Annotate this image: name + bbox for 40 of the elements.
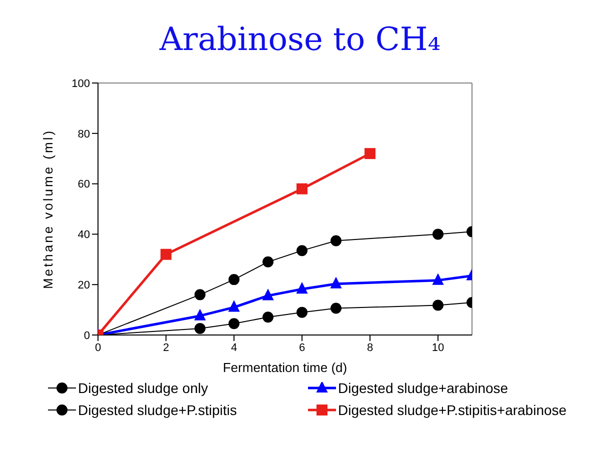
y-tick-label: 20: [78, 280, 90, 292]
chart-title: Arabinose to CH₄: [158, 20, 441, 58]
point: [432, 300, 444, 311]
point: [432, 228, 444, 240]
y-axis-title: Methane volume (ml): [40, 128, 56, 290]
point: [364, 148, 376, 160]
y-tick-label: 60: [78, 178, 90, 191]
x-tick-label: 0: [94, 342, 102, 354]
point: [296, 183, 308, 194]
point: [262, 289, 274, 300]
y-tick-label: 0: [84, 330, 90, 342]
point: [296, 282, 308, 294]
x-tick-label: 4: [230, 342, 238, 354]
point: [194, 322, 206, 334]
point: [330, 302, 342, 314]
legend-label: Digested sludge+P.stipitis+arabinose: [338, 402, 567, 418]
x-tick-label: 8: [366, 342, 374, 354]
x-axis-title: Fermentation time (d): [222, 360, 348, 375]
point: [228, 318, 240, 330]
point: [262, 312, 274, 323]
point: [194, 289, 206, 300]
legend-label: Digested sludge+P.stipitis: [78, 402, 237, 418]
legend-label: Digested sludge+arabinose: [338, 380, 508, 396]
legend-label: Digested sludge only: [78, 380, 208, 396]
point: [194, 309, 206, 320]
y-tick-label: 40: [78, 229, 90, 242]
y-tick-label: 80: [78, 128, 90, 140]
x-tick-label: 6: [298, 342, 306, 354]
point: [228, 274, 240, 286]
point: [296, 245, 308, 256]
point: [262, 256, 274, 268]
point: [330, 235, 342, 246]
point: [160, 248, 172, 260]
point: [228, 300, 240, 312]
y-tick-label: 100: [72, 78, 90, 90]
x-tick-label: 10: [432, 342, 444, 354]
x-tick-label: 2: [162, 342, 170, 354]
point: [432, 274, 444, 285]
point: [330, 277, 342, 288]
point: [296, 306, 308, 318]
